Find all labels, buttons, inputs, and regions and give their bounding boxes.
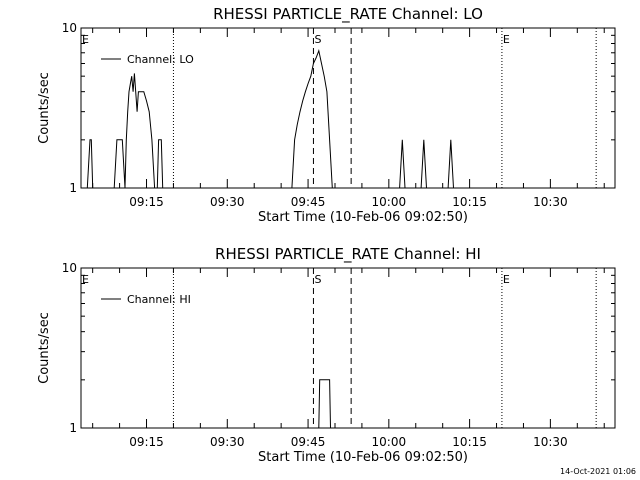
- data-series-line: [86, 49, 454, 189]
- marker-label: E: [503, 33, 510, 46]
- x-tick-label: 09:15: [129, 195, 164, 209]
- x-tick-label: 10:00: [372, 195, 407, 209]
- legend-label: Channel: HI: [127, 293, 191, 306]
- y-tick-label: 10: [62, 21, 77, 35]
- plot-frame: [80, 267, 616, 429]
- x-axis-label: Start Time (10-Feb-06 09:02:50): [258, 450, 468, 465]
- x-axis-label: Start Time (10-Feb-06 09:02:50): [258, 210, 468, 225]
- y-tick-label: 10: [62, 261, 77, 275]
- x-tick-label: 10:30: [533, 435, 568, 449]
- y-tick-label: 1: [69, 421, 77, 435]
- x-tick-label: 09:30: [210, 195, 245, 209]
- marker-label: E: [82, 273, 89, 286]
- marker-label: S: [314, 33, 321, 46]
- x-tick-label: 09:45: [291, 195, 326, 209]
- x-tick-label: 09:45: [291, 435, 326, 449]
- generation-timestamp: 14-Oct-2021 01:06: [560, 467, 636, 476]
- marker-label: E: [503, 273, 510, 286]
- chart-title: RHESSI PARTICLE_RATE Channel: HI: [215, 245, 481, 264]
- x-tick-label: 10:15: [452, 195, 487, 209]
- chart-title: RHESSI PARTICLE_RATE Channel: LO: [213, 5, 483, 24]
- y-tick-label: 1: [69, 181, 77, 195]
- y-axis-label: Counts/sec: [37, 312, 52, 384]
- legend-label: Channel: LO: [127, 53, 194, 66]
- x-tick-label: 09:15: [129, 435, 164, 449]
- x-tick-label: 10:00: [372, 435, 407, 449]
- x-tick-label: 09:30: [210, 435, 245, 449]
- marker-label: S: [314, 273, 321, 286]
- data-series-line: [308, 379, 346, 429]
- x-tick-label: 10:15: [452, 435, 487, 449]
- marker-label: E: [82, 33, 89, 46]
- y-axis-label: Counts/sec: [37, 72, 52, 144]
- plot-frame: [80, 27, 616, 189]
- x-tick-label: 10:30: [533, 195, 568, 209]
